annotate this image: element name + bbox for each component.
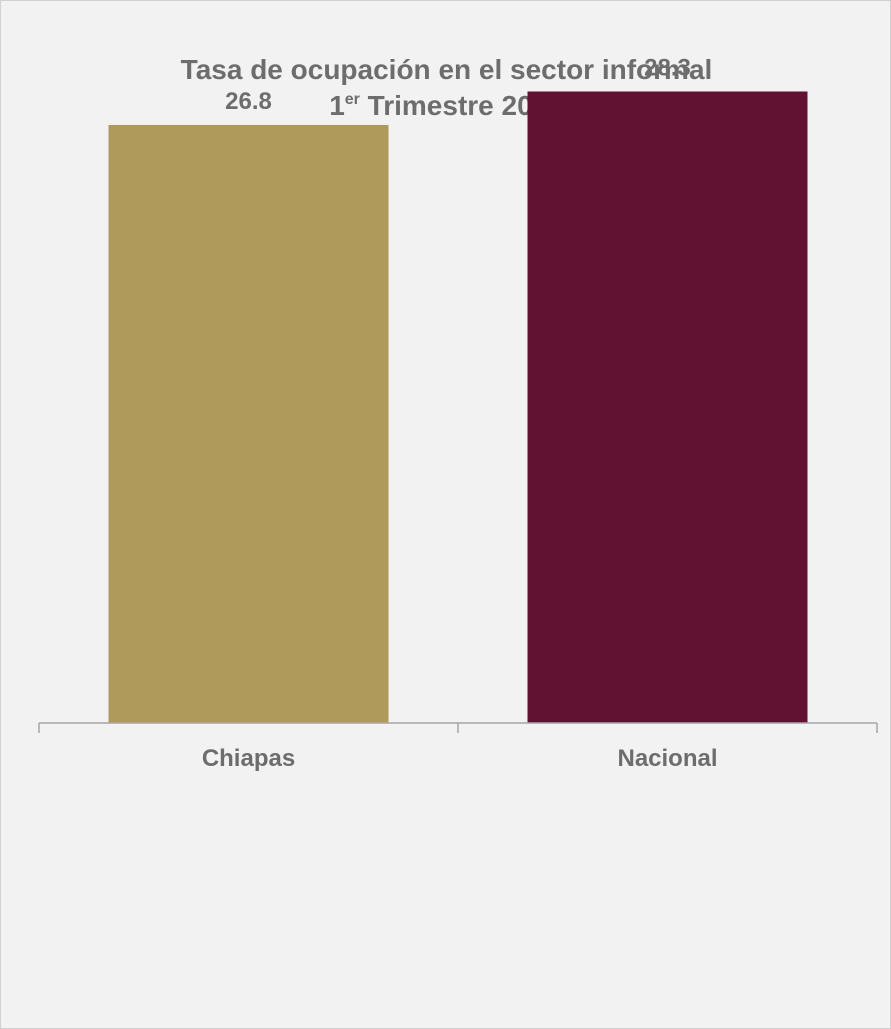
- bar-nacional: [527, 91, 808, 724]
- chart-title: Tasa de ocupación en el sector informal: [180, 54, 713, 85]
- category-label-chiapas: Chiapas: [202, 745, 295, 772]
- data-label-chiapas: 26.8: [225, 88, 272, 115]
- subtitle-superscript: er: [344, 91, 360, 108]
- category-label-nacional: Nacional: [617, 745, 717, 772]
- bar-chiapas: [108, 124, 389, 724]
- data-label-nacional: 28.3: [644, 54, 691, 81]
- subtitle-prefix: 1: [329, 90, 345, 121]
